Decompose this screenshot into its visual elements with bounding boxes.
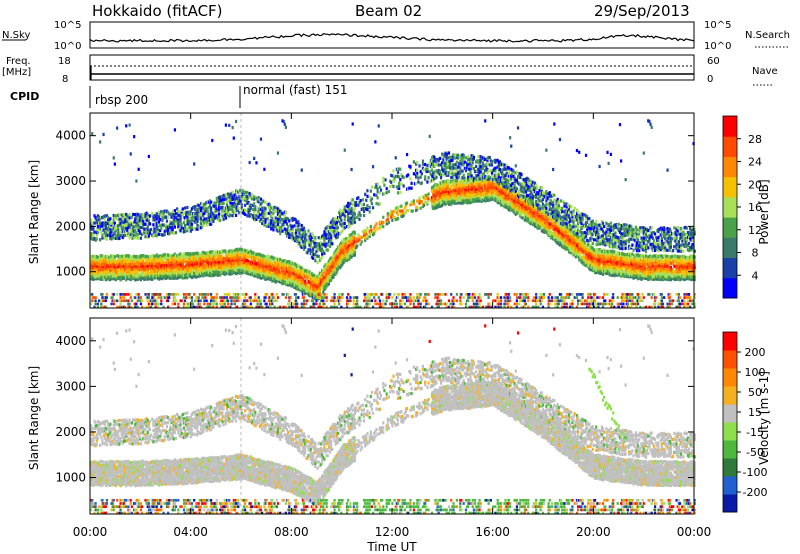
power-colorbar: 28 24 20 16 12 8 4: [722, 115, 762, 299]
nsearch-label: N.Search: [745, 30, 790, 41]
velocity-colorbar: 200 100 50 15 -15 -50 -100 -200: [722, 331, 768, 513]
power-ylabel: Slant Range [km]: [27, 160, 41, 264]
nsearch-tick-top: 10^5: [704, 20, 731, 31]
nave-tick-bottom: 0: [707, 74, 713, 85]
power-y-axis: 4000 3000 2000 1000: [55, 129, 694, 279]
colorbar-swatch: [723, 217, 737, 238]
colorbar-swatch: [723, 156, 737, 178]
colorbar-swatch: [723, 404, 737, 423]
cpid-panel: CPID rbsp 200 normal (fast) 151: [10, 83, 347, 108]
y-tick-label: 3000: [55, 174, 86, 188]
y-tick-label: 2000: [55, 425, 86, 439]
cpid-segment-rbsp: rbsp 200: [95, 93, 148, 107]
colorbar-tick-label: 20: [748, 178, 762, 191]
power-colorbar-label: Power [dB]: [757, 179, 771, 244]
nsky-tick-bottom: 10^0: [54, 41, 81, 52]
power-panel: 4000 3000 2000 1000 Slant Range [km]: [27, 112, 696, 309]
colorbar-swatch: [723, 277, 737, 299]
colorbar-swatch: [723, 237, 737, 259]
colorbar-swatch: [723, 422, 737, 441]
nsky-trace: [89, 33, 695, 43]
colorbar-tick-label: 28: [748, 133, 762, 146]
y-tick-label: 1000: [55, 265, 86, 279]
freq-label: Freq.: [6, 56, 31, 67]
colorbar-swatch: [723, 332, 737, 351]
colorbar-swatch: [723, 440, 737, 459]
colorbar-tick-label: 100: [745, 366, 766, 379]
y-tick-label: 2000: [55, 219, 86, 233]
x-tick-label: 20:00: [576, 525, 611, 539]
x-tick-label: 04:00: [173, 525, 208, 539]
nsky-tick-top: 10^5: [54, 20, 81, 31]
colorbar-swatch: [723, 350, 737, 369]
nave-label: Nave: [752, 66, 778, 77]
x-tick-label: 12:00: [375, 525, 410, 539]
y-tick-label: 1000: [55, 471, 86, 485]
power-data-layer: [90, 113, 696, 309]
colorbar-tick-label: -50: [746, 446, 764, 459]
x-tick-label: 08:00: [274, 525, 309, 539]
colorbar-tick-label: 200: [745, 346, 766, 359]
nsearch-tick-bottom: 10^0: [704, 41, 731, 52]
colorbar-tick-label: -15: [746, 426, 764, 439]
velocity-colorbar-label: Velocity [m s-1]: [757, 371, 771, 465]
cpid-label: CPID: [10, 90, 39, 103]
colorbar-tick-label: 50: [748, 386, 762, 399]
nsky-panel: N.Sky 10^5 10^0 10^5 10^0 N.Search: [2, 20, 790, 52]
colorbar-swatch: [723, 476, 737, 495]
y-tick-label: 4000: [55, 334, 86, 348]
freq-unit: [MHz]: [2, 67, 31, 78]
velocity-data-layer: [90, 318, 696, 515]
cpid-segment-normal: normal (fast) 151: [243, 83, 347, 97]
colorbar-swatch: [723, 257, 737, 279]
nave-tick-top: 60: [707, 56, 720, 67]
site-title: Hokkaido (fitACF): [92, 2, 223, 20]
colorbar-swatch: [723, 196, 737, 218]
colorbar-tick-label: 4: [752, 269, 759, 282]
x-axis: 00:00 04:00 08:00 12:00 16:00 20:00 00:00: [73, 113, 712, 539]
beam-title: Beam 02: [355, 2, 422, 20]
y-tick-label: 3000: [55, 379, 86, 393]
colorbar-swatch: [723, 494, 737, 513]
colorbar-tick-label: 16: [748, 201, 762, 214]
velocity-y-axis: 4000 3000 2000 1000: [55, 334, 694, 485]
colorbar-swatch: [723, 176, 737, 198]
date-title: 29/Sep/2013: [594, 2, 690, 20]
x-tick-label: 00:00: [73, 525, 108, 539]
freq-panel: Freq. [MHz] 18 8 60 0 Nave: [2, 54, 778, 86]
x-tick-label: 16:00: [475, 525, 510, 539]
colorbar-swatch: [723, 136, 737, 157]
velocity-ylabel: Slant Range [km]: [27, 366, 41, 470]
velocity-panel: 4000 3000 2000 1000 Slant Range [km]: [27, 317, 696, 515]
colorbar-tick-label: 24: [748, 156, 762, 169]
freq-tick-top: 18: [58, 56, 71, 67]
colorbar-swatch: [723, 458, 737, 477]
colorbar-tick-label: -200: [743, 486, 768, 499]
freq-tick-bottom: 8: [62, 74, 68, 85]
x-axis-label: Time UT: [366, 540, 417, 554]
nsky-label: N.Sky: [2, 30, 30, 41]
colorbar-tick-label: 12: [748, 224, 762, 237]
colorbar-swatch: [723, 368, 737, 387]
colorbar-tick-label: -100: [743, 466, 768, 479]
y-tick-label: 4000: [55, 129, 86, 143]
colorbar-tick-label: 8: [752, 247, 759, 260]
nsky-frame: [89, 21, 695, 49]
freq-frame: [89, 54, 695, 81]
colorbar-swatch: [723, 116, 737, 137]
colorbar-tick-label: 15: [748, 406, 762, 419]
colorbar-swatch: [723, 386, 737, 405]
x-tick-label: 00:00: [677, 525, 712, 539]
